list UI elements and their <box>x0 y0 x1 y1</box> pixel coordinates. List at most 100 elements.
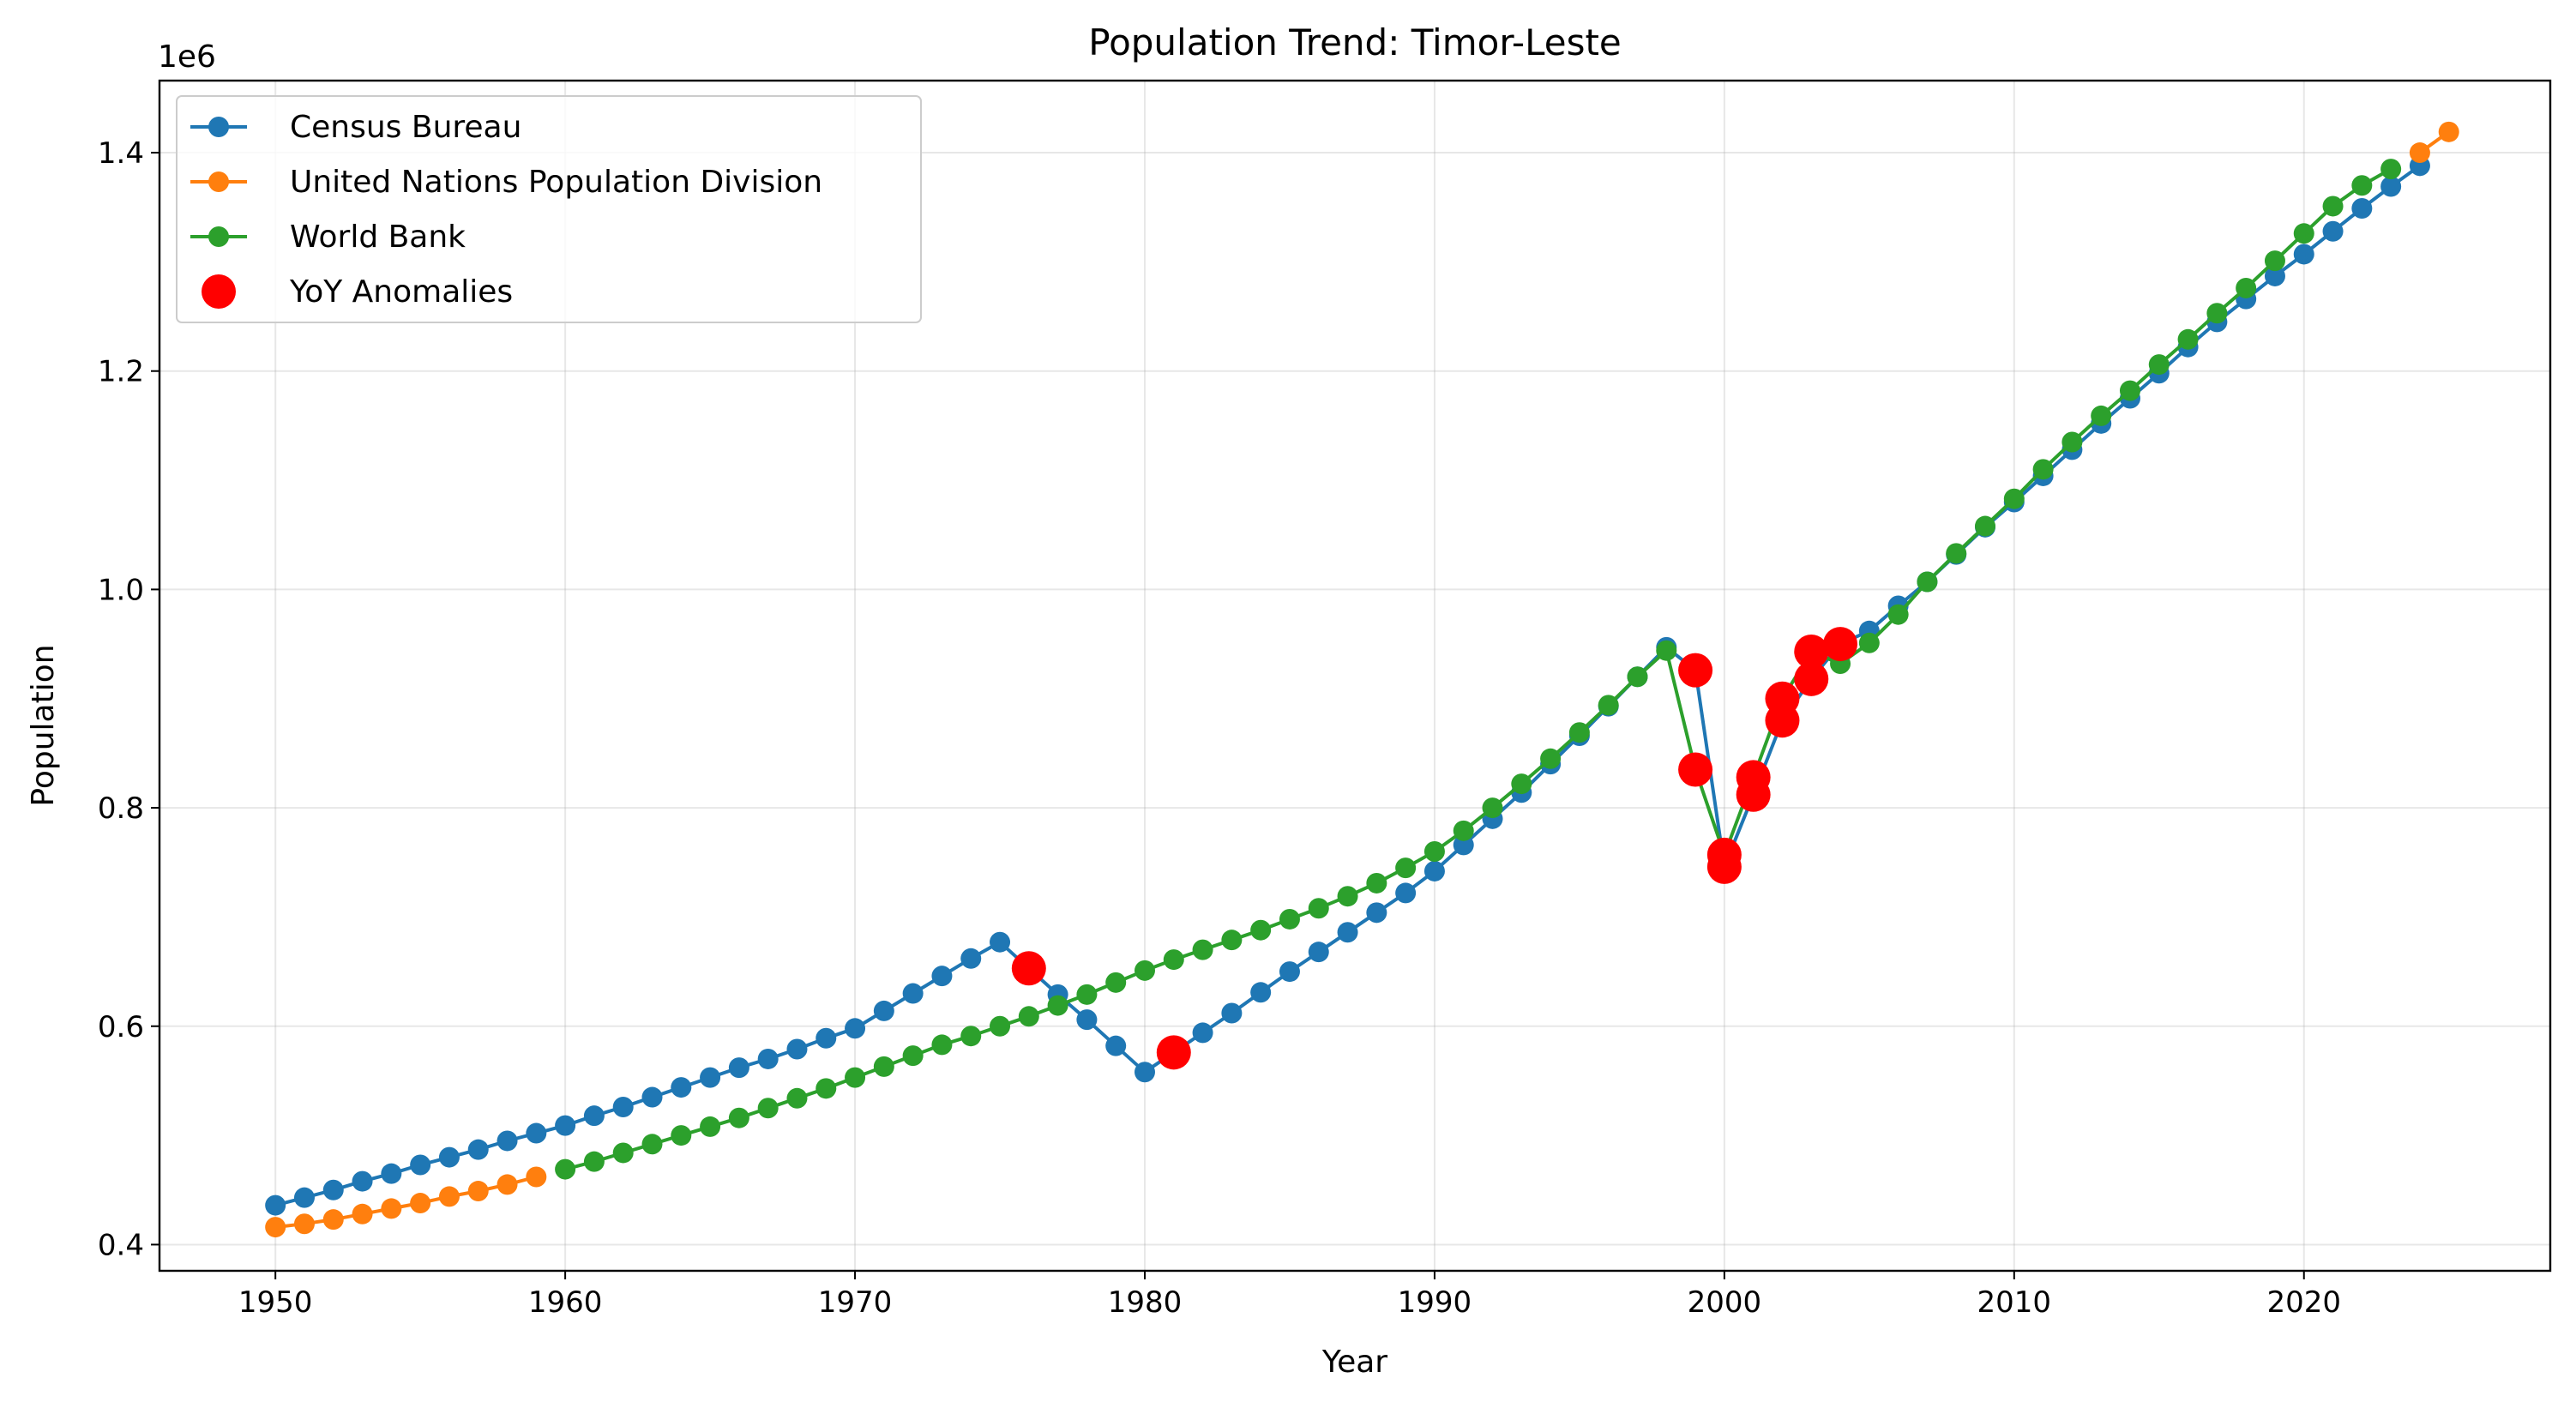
data-point <box>265 1217 286 1238</box>
data-point <box>352 1170 373 1192</box>
data-point <box>1076 984 1098 1005</box>
data-point <box>555 1158 576 1180</box>
anomaly-point <box>1678 653 1713 688</box>
data-point <box>497 1174 518 1195</box>
data-point <box>438 1186 460 1207</box>
data-point <box>931 966 953 987</box>
anomaly-point <box>1011 951 1046 986</box>
data-point <box>2119 380 2140 401</box>
y-axis-label: Population <box>26 644 61 806</box>
data-point <box>1134 1062 1155 1083</box>
data-point <box>816 1078 837 1099</box>
data-point <box>2322 220 2344 242</box>
data-point <box>1395 882 1417 904</box>
anomaly-point <box>1678 752 1713 787</box>
data-point <box>1192 1022 1213 1044</box>
data-point <box>1627 666 1648 688</box>
legend-marker <box>208 171 229 192</box>
data-point <box>1366 902 1387 924</box>
data-point <box>555 1115 576 1136</box>
data-point <box>1337 922 1358 943</box>
data-point <box>816 1027 837 1049</box>
data-point <box>293 1213 315 1235</box>
data-point <box>960 1026 982 1047</box>
data-point <box>1453 820 1474 841</box>
data-point <box>612 1096 634 1117</box>
data-point <box>873 1000 894 1021</box>
data-point <box>1308 942 1329 963</box>
data-point <box>1395 857 1417 879</box>
data-point <box>467 1181 489 1202</box>
data-point <box>757 1048 779 1069</box>
data-series <box>265 121 2459 1238</box>
data-point <box>1192 939 1213 960</box>
data-point <box>2293 244 2314 265</box>
data-point <box>902 983 924 1004</box>
data-point <box>2264 265 2285 286</box>
data-point <box>410 1154 431 1176</box>
data-point <box>1250 919 1272 941</box>
data-point <box>438 1146 460 1168</box>
data-point <box>1946 543 1967 564</box>
data-point <box>1279 961 1300 983</box>
data-point <box>700 1067 721 1088</box>
data-point <box>612 1142 634 1164</box>
data-point <box>960 948 982 969</box>
data-point <box>2438 121 2459 142</box>
data-point <box>1917 571 1938 593</box>
anomaly-markers <box>1011 627 1858 1070</box>
data-point <box>2322 196 2344 217</box>
data-point <box>845 1067 866 1088</box>
data-point <box>2380 159 2402 180</box>
data-point <box>2264 250 2285 272</box>
data-point <box>2148 354 2170 376</box>
y-tick-label: 0.6 <box>98 1010 144 1044</box>
data-point <box>990 931 1011 953</box>
legend-label: Census Bureau <box>290 110 521 145</box>
data-point <box>1250 982 1272 1003</box>
data-point <box>1076 1009 1098 1031</box>
data-point <box>2351 197 2373 219</box>
data-point <box>1163 949 1184 971</box>
anomaly-point <box>1736 777 1771 812</box>
data-point <box>1568 722 1590 743</box>
chart-title: Population Trend: Timor-Leste <box>1088 21 1622 63</box>
data-point <box>641 1134 663 1155</box>
data-point <box>2236 277 2257 298</box>
data-point <box>497 1130 518 1152</box>
data-point <box>526 1166 547 1188</box>
x-tick-label: 1960 <box>528 1285 603 1320</box>
data-point <box>1423 841 1445 863</box>
data-point <box>2177 328 2199 350</box>
y-tick-label: 0.8 <box>98 791 144 826</box>
data-point <box>322 1209 344 1230</box>
x-tick-label: 2020 <box>2266 1285 2341 1320</box>
data-point <box>1105 972 1127 993</box>
x-tick-label: 2000 <box>1688 1285 1762 1320</box>
data-point <box>700 1116 721 1137</box>
data-point <box>2091 405 2112 426</box>
x-tick-label: 1980 <box>1108 1285 1183 1320</box>
anomaly-point <box>1794 634 1829 669</box>
data-point <box>1453 834 1474 856</box>
data-point <box>902 1045 924 1067</box>
data-point <box>1018 1006 1039 1027</box>
anomaly-point <box>1156 1035 1191 1070</box>
data-point <box>1423 860 1445 882</box>
data-point <box>873 1056 894 1077</box>
series-united-nations-population-division <box>265 121 2459 1238</box>
x-tick-label: 1950 <box>238 1285 313 1320</box>
data-point <box>2409 142 2430 164</box>
data-point <box>410 1193 431 1214</box>
legend-marker <box>208 117 229 137</box>
legend-marker <box>208 226 229 247</box>
y-tick-label: 1.2 <box>98 355 144 389</box>
data-point <box>526 1122 547 1144</box>
legend-label: World Bank <box>290 220 466 255</box>
data-point <box>381 1163 402 1184</box>
data-point <box>1279 908 1300 930</box>
data-point <box>931 1034 953 1056</box>
data-point <box>1540 748 1562 769</box>
